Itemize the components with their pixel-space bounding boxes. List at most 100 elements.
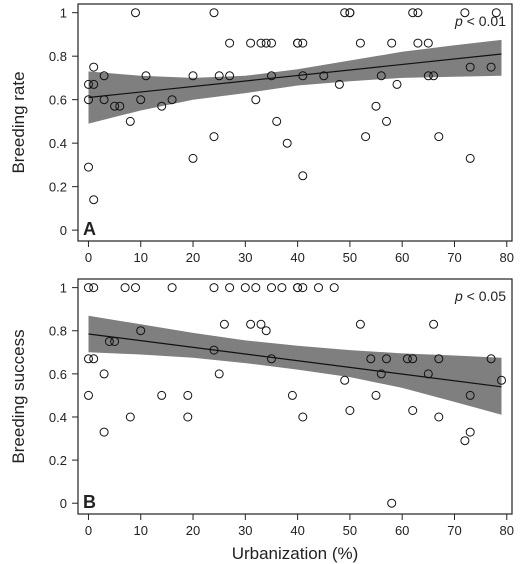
fit-line xyxy=(88,53,502,99)
data-point xyxy=(298,38,308,48)
data-point xyxy=(361,132,371,142)
data-point xyxy=(293,38,303,48)
data-point xyxy=(157,101,167,111)
data-point xyxy=(115,101,125,111)
x-tick-label: 10 xyxy=(134,250,148,265)
x-tick-label: 50 xyxy=(343,250,357,265)
data-point xyxy=(434,132,444,142)
data-point xyxy=(491,8,501,18)
data-point xyxy=(225,71,235,81)
data-point xyxy=(125,412,135,422)
data-point xyxy=(84,162,93,172)
data-point xyxy=(376,369,386,379)
data-point xyxy=(429,319,439,329)
data-point xyxy=(99,95,109,105)
data-point xyxy=(387,498,397,508)
data-point xyxy=(465,62,475,72)
data-point xyxy=(366,354,376,364)
data-point xyxy=(225,283,235,293)
x-tick-label: 0 xyxy=(85,250,92,265)
y-tick-label: 1 xyxy=(60,6,67,21)
p-value-symbol: p xyxy=(454,288,463,304)
x-axis-title: Urbanization (%) xyxy=(232,544,359,563)
data-point xyxy=(209,345,219,355)
plot-frame xyxy=(77,3,513,242)
y-tick-label: 0.2 xyxy=(49,453,67,468)
p-value-symbol: p xyxy=(454,13,463,29)
data-point xyxy=(376,71,386,81)
data-point xyxy=(345,8,355,18)
data-point xyxy=(497,375,506,385)
p-value-text: < 0.01 xyxy=(463,13,506,29)
y-tick-label: 1 xyxy=(60,281,67,296)
data-point xyxy=(89,79,99,89)
data-point xyxy=(277,283,287,293)
data-point xyxy=(345,406,355,415)
x-tick-label: 40 xyxy=(290,523,304,538)
data-point xyxy=(84,390,93,400)
data-point xyxy=(99,71,109,81)
data-point xyxy=(402,354,412,364)
data-point xyxy=(387,38,397,48)
data-point xyxy=(486,354,496,364)
y-tick-label: 0.2 xyxy=(49,180,67,195)
data-point xyxy=(99,427,109,437)
x-tick-label: 80 xyxy=(500,250,514,265)
data-point xyxy=(131,8,140,18)
data-point xyxy=(120,283,130,293)
data-point xyxy=(214,71,224,81)
y-axis-title: Breeding success xyxy=(9,329,28,463)
data-point xyxy=(465,390,475,400)
data-point xyxy=(84,354,93,364)
x-tick-label: 80 xyxy=(500,523,514,538)
panel-b: 0 10 20 30 40 50 60 70 80 0 0.2 0.4 0.6 0.8 1 Breeding … xyxy=(9,278,514,563)
data-point xyxy=(413,38,423,48)
data-point xyxy=(272,116,282,126)
data-point xyxy=(298,283,308,293)
data-point xyxy=(125,116,135,126)
data-point xyxy=(136,95,146,105)
y-tick-label: 0 xyxy=(60,496,67,511)
x-tick-label: 20 xyxy=(186,250,200,265)
x-tick-label: 60 xyxy=(395,250,409,265)
y-tick-label: 0.8 xyxy=(49,49,67,64)
x-tick-label: 30 xyxy=(238,523,252,538)
data-point xyxy=(209,8,219,18)
data-point xyxy=(298,412,308,422)
data-point xyxy=(334,79,344,89)
data-point xyxy=(298,171,308,181)
data-point xyxy=(382,354,391,364)
panel-letter: A xyxy=(83,219,96,239)
data-point xyxy=(460,436,470,446)
data-point xyxy=(486,62,496,72)
data-point xyxy=(209,132,219,142)
data-point xyxy=(99,369,109,379)
y-axis-title: Breeding rate xyxy=(9,71,28,173)
data-point xyxy=(340,375,350,385)
data-point xyxy=(298,71,308,81)
p-value-annotation: p < 0.05 xyxy=(454,288,506,304)
data-point xyxy=(89,195,99,205)
data-point xyxy=(355,319,365,329)
data-point xyxy=(392,79,402,89)
data-point xyxy=(408,8,418,18)
data-point xyxy=(251,283,261,293)
data-point xyxy=(84,283,93,293)
data-point xyxy=(157,390,167,400)
data-point xyxy=(183,412,193,422)
data-point xyxy=(267,38,276,48)
y-tick-label: 0.4 xyxy=(49,410,67,425)
data-point xyxy=(460,8,470,18)
data-point xyxy=(465,153,475,163)
data-point xyxy=(183,390,193,400)
y-tick-label: 0.4 xyxy=(49,136,67,151)
data-point xyxy=(413,8,423,18)
confidence-band xyxy=(88,39,502,124)
data-point xyxy=(261,38,271,48)
x-tick-label: 70 xyxy=(447,523,461,538)
x-tick-label: 40 xyxy=(290,250,304,265)
data-point xyxy=(246,38,256,48)
y-tick-label: 0 xyxy=(60,223,67,238)
data-point xyxy=(382,116,391,126)
